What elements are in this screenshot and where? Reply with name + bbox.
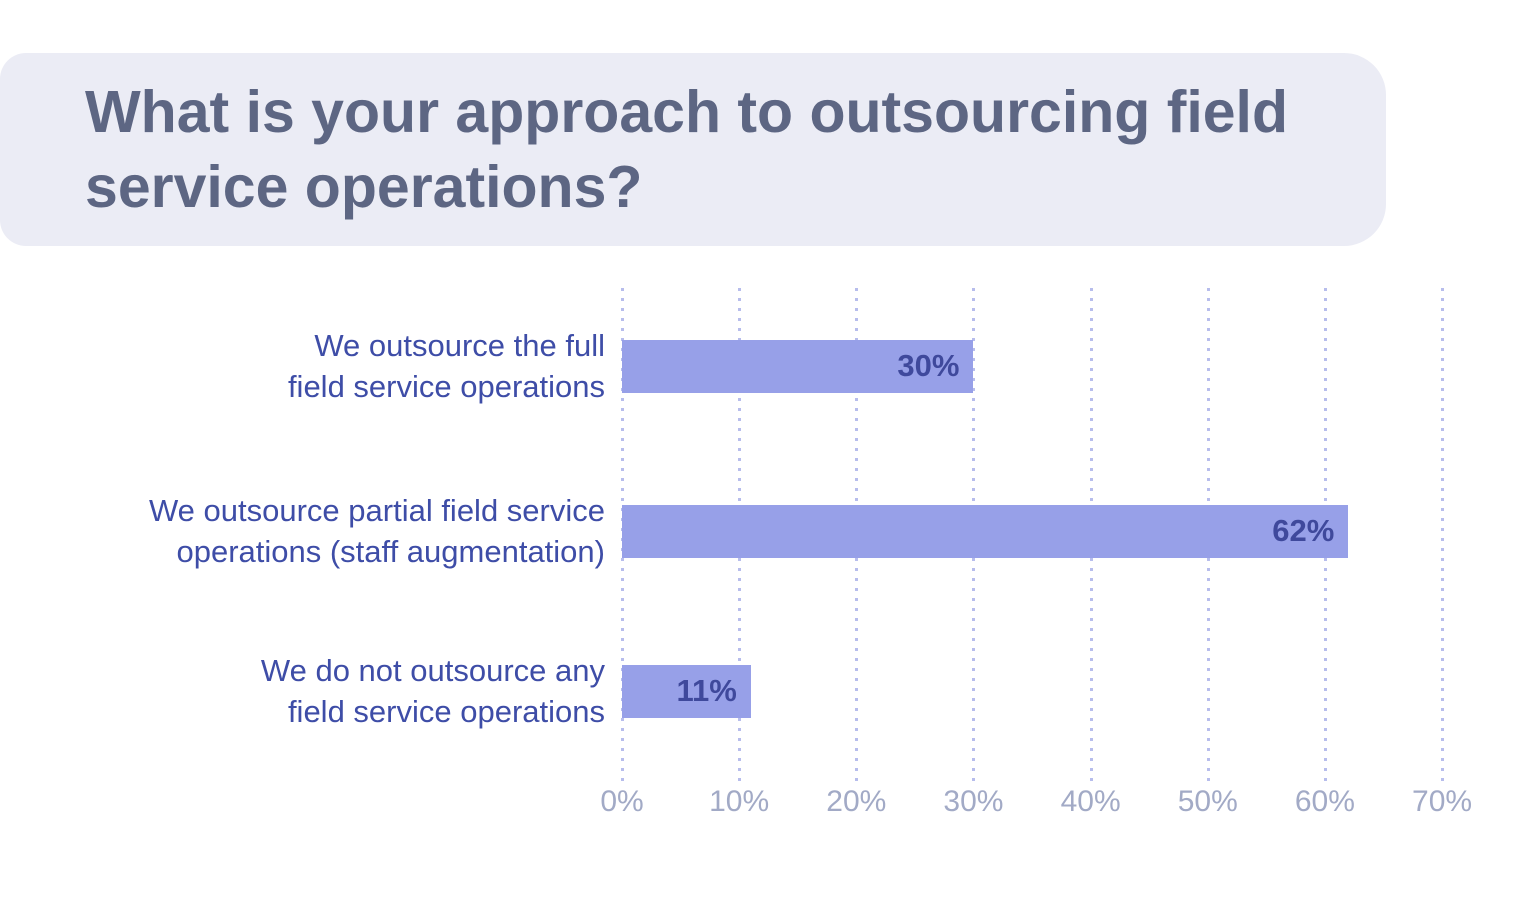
- chart-title-box: What is your approach to outsourcing fie…: [0, 53, 1386, 246]
- chart-title: What is your approach to outsourcing fie…: [85, 79, 1288, 220]
- x-tick-label: 40%: [1060, 785, 1121, 818]
- bar-value-label: 11%: [676, 673, 737, 708]
- x-tick-label: 50%: [1177, 785, 1238, 818]
- x-tick-label: 30%: [943, 785, 1004, 818]
- bar-value-label: 30%: [897, 348, 960, 383]
- bar: 30%: [622, 339, 974, 393]
- gridline: [1441, 288, 1445, 781]
- category-label: We outsource the full field service oper…: [287, 328, 605, 404]
- bar: 11%: [622, 664, 751, 718]
- x-tick-label: 10%: [709, 785, 770, 818]
- x-tick-label: 20%: [826, 785, 887, 818]
- x-tick-label: 70%: [1412, 785, 1473, 818]
- x-tick-label: 0%: [600, 785, 644, 818]
- x-tick-label: 60%: [1294, 785, 1355, 818]
- bar-value-label: 62%: [1272, 513, 1335, 548]
- category-label: We outsource partial field service opera…: [148, 493, 605, 569]
- category-label: We do not outsource any field service op…: [260, 653, 605, 729]
- bar: 62%: [622, 504, 1349, 558]
